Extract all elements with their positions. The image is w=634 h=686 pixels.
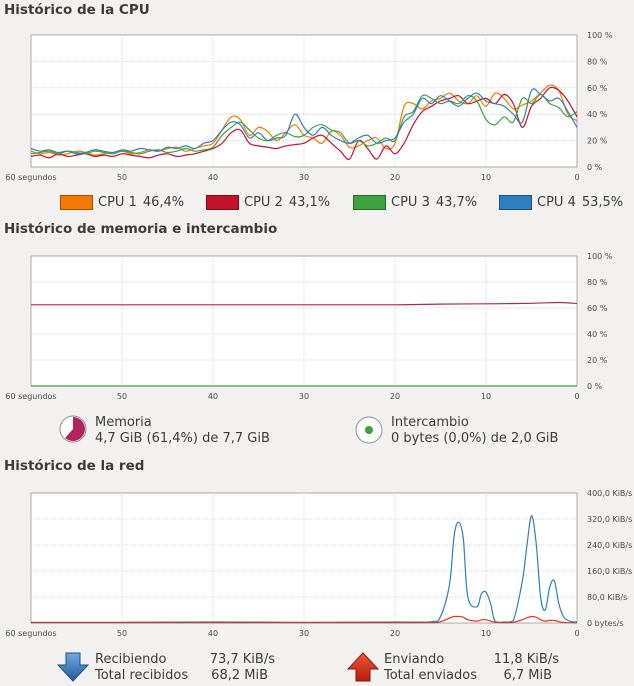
cpu-color-swatch[interactable] [206, 195, 239, 210]
x-tick-label: 60 segundos [5, 629, 56, 638]
cpu-legend-item-4[interactable]: CPU 4 53,5% [499, 195, 623, 210]
total-received-value: 68,2 MiB [211, 668, 268, 683]
download-arrow-icon[interactable] [57, 652, 89, 682]
x-tick-label: 10 [481, 173, 491, 182]
memory-history-chart: 100 % 80 % 60 % 40 % 20 % 0 % 60 segundos 50 40 3… [5, 252, 613, 401]
total-sent-label: Total enviados [384, 668, 477, 683]
y-tick-label: 40 % [587, 110, 608, 119]
x-tick-label: 10 [481, 392, 491, 401]
receiving-value: 73,7 KiB/s [209, 652, 275, 667]
y-tick-label: 240,0 KiB/s [587, 541, 632, 550]
y-tick-label: 20 % [587, 137, 608, 146]
x-tick-label: 40 [208, 392, 218, 401]
x-tick-label: 0 [574, 392, 579, 401]
x-tick-label: 10 [481, 629, 491, 638]
y-tick-label: 0 bytes/s [587, 619, 624, 628]
cpu-history-chart: 100 % 80 % 60 % 40 % 20 % 0 % 60 segundos 50 40 3… [5, 31, 613, 182]
receiving-label: Recibiendo [95, 652, 167, 667]
series-line-memoria [31, 301, 578, 306]
cpu-legend-label: CPU 3 [391, 195, 430, 210]
cpu-color-swatch[interactable] [353, 195, 386, 210]
x-tick-label: 20 [390, 392, 400, 401]
total-received-label: Total recibidos [95, 668, 189, 683]
y-tick-label: 400,0 KiB/s [587, 489, 632, 498]
x-tick-label: 50 [117, 173, 127, 182]
x-tick-label: 60 segundos [5, 392, 56, 401]
series-line-cpu-3 [30, 93, 578, 155]
series-line-cpu-2 [30, 86, 578, 160]
cpu-legend-item-2[interactable]: CPU 2 43,1% [206, 195, 330, 210]
swap-pie-icon[interactable] [354, 415, 384, 445]
cpu-legend-value: 43,7% [435, 195, 478, 210]
cpu-legend-item-1[interactable]: CPU 1 46,4% [60, 195, 184, 210]
memory-label: Memoria [95, 415, 152, 430]
sending-label: Enviando [384, 652, 445, 667]
x-tick-label: 0 [574, 629, 579, 638]
y-tick-label: 100 % [587, 252, 613, 261]
y-tick-label: 0 % [587, 163, 603, 172]
memory-pie-icon[interactable] [58, 414, 88, 444]
cpu-legend-item-3[interactable]: CPU 3 43,7% [353, 195, 477, 210]
x-tick-label: 30 [299, 392, 309, 401]
x-tick-label: 60 segundos [5, 173, 56, 182]
x-tick-label: 30 [299, 173, 309, 182]
x-tick-label: 20 [390, 173, 400, 182]
x-tick-label: 40 [208, 629, 218, 638]
y-tick-label: 60 % [587, 304, 608, 313]
x-tick-label: 30 [299, 629, 309, 638]
series-line-enviando [31, 615, 577, 624]
network-history-title: Histórico de la red [4, 458, 145, 474]
x-tick-label: 0 [574, 173, 579, 182]
memory-history-title: Histórico de memoria e intercambio [4, 221, 278, 237]
swap-label: Intercambio [391, 415, 469, 430]
memory-value: 4,7 GiB (61,4%) de 7,7 GiB [95, 431, 270, 446]
total-sent-value: 6,7 MiB [503, 668, 552, 683]
y-tick-label: 320,0 KiB/s [587, 515, 632, 524]
cpu-legend-value: 53,5% [581, 195, 624, 210]
y-tick-label: 60 % [587, 84, 608, 93]
network-history-chart: 400,0 KiB/s 320,0 KiB/s 240,0 KiB/s 160,0 K… [5, 489, 632, 638]
y-tick-label: 160,0 KiB/s [587, 567, 632, 576]
cpu-legend-value: 46,4% [142, 195, 185, 210]
cpu-color-swatch[interactable] [499, 195, 532, 210]
y-tick-label: 20 % [587, 356, 608, 365]
upload-arrow-icon[interactable] [347, 652, 379, 682]
y-tick-label: 100 % [587, 31, 613, 40]
y-tick-label: 80,0 KiB/s [587, 593, 627, 602]
y-tick-label: 40 % [587, 330, 608, 339]
cpu-legend-label: CPU 1 [98, 195, 137, 210]
cpu-legend-value: 43,1% [288, 195, 331, 210]
swap-value: 0 bytes (0,0%) de 2,0 GiB [391, 431, 559, 446]
cpu-legend-label: CPU 2 [244, 195, 283, 210]
x-tick-label: 50 [117, 392, 127, 401]
sending-value: 11,8 KiB/s [493, 652, 559, 667]
y-tick-label: 80 % [587, 57, 608, 66]
x-tick-label: 50 [117, 629, 127, 638]
x-tick-label: 40 [208, 173, 218, 182]
cpu-color-swatch[interactable] [60, 195, 93, 210]
series-line-cpu-4 [30, 88, 578, 155]
cpu-legend-label: CPU 4 [537, 195, 576, 210]
y-tick-label: 80 % [587, 278, 608, 287]
cpu-history-title: Histórico de la CPU [4, 2, 150, 18]
x-tick-label: 20 [390, 629, 400, 638]
y-tick-label: 0 % [587, 382, 603, 391]
